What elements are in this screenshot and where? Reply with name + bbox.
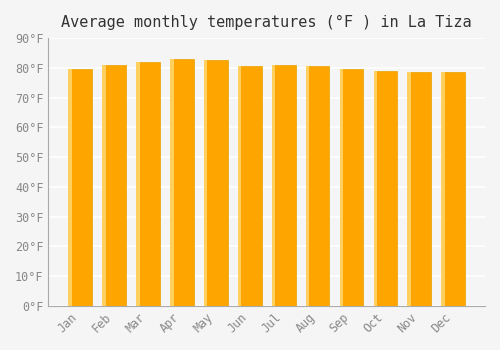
Bar (272, 65, 276, 306)
Bar (374, 71, 377, 306)
Bar (204, 61, 228, 306)
Bar (442, 72, 445, 306)
Bar (102, 65, 126, 306)
Bar (340, 69, 343, 306)
Bar (374, 71, 398, 306)
Bar (442, 72, 465, 306)
Bar (238, 66, 262, 306)
Bar (272, 65, 295, 306)
Bar (136, 62, 140, 306)
Bar (238, 66, 242, 306)
Bar (408, 72, 431, 306)
Bar (68, 69, 92, 306)
Bar (306, 66, 330, 306)
Bar (204, 61, 208, 306)
Bar (68, 69, 72, 306)
Bar (102, 65, 106, 306)
Bar (306, 66, 310, 306)
Bar (340, 69, 363, 306)
Bar (170, 59, 194, 306)
Bar (170, 59, 173, 306)
Title: Average monthly temperatures (°F ) in La Tiza: Average monthly temperatures (°F ) in La… (62, 15, 472, 30)
Bar (408, 72, 411, 306)
Bar (136, 62, 160, 306)
